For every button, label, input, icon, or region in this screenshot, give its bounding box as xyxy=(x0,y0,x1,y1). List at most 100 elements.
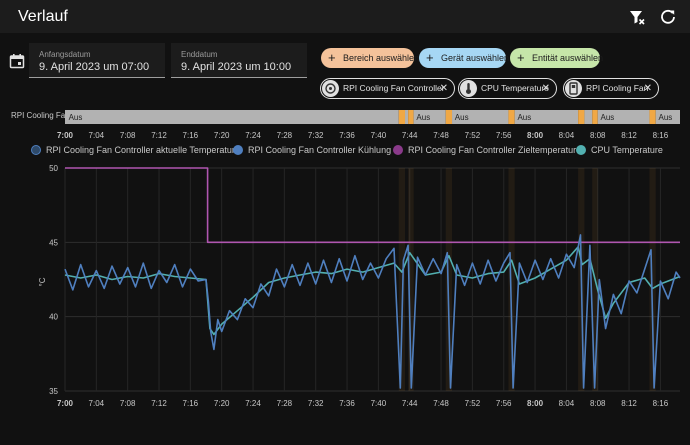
calendar-icon xyxy=(9,54,25,69)
timeline-tick-label: 7:36 xyxy=(339,131,355,140)
legend-label: RPI Cooling Fan Controller aktuelle Temp… xyxy=(46,145,235,155)
x-tick-label: 8:00 xyxy=(527,399,544,408)
timeline-segment xyxy=(445,110,453,124)
legend-item-cooling[interactable]: RPI Cooling Fan Controller Kühlung xyxy=(233,145,391,155)
legend-swatch xyxy=(233,145,243,155)
timeline-state-label: Aus xyxy=(658,113,672,122)
y-tick-label: 50 xyxy=(49,164,58,173)
timeline-tick-label: 7:04 xyxy=(89,131,105,140)
select-entity-label: Entität auswählen xyxy=(532,53,604,63)
timeline-tick-label: 7:32 xyxy=(308,131,324,140)
x-tick-label: 7:44 xyxy=(402,399,418,408)
timeline-tick-label: 8:00 xyxy=(527,131,544,140)
cooling-band xyxy=(398,168,406,391)
close-icon[interactable]: ✕ xyxy=(541,83,550,94)
timeline-tick-label: 7:20 xyxy=(214,131,230,140)
timeline-segment xyxy=(405,110,409,124)
x-tick-label: 7:20 xyxy=(214,399,230,408)
timeline-tick-label: 7:00 xyxy=(57,131,74,140)
chip-label: RPI Cooling Fan xyxy=(586,83,649,93)
timeline-tick-label: 7:56 xyxy=(496,131,512,140)
timeline-tick-label: 8:08 xyxy=(590,131,606,140)
timeline-tick-label: 7:44 xyxy=(402,131,418,140)
legend-item-target-temp[interactable]: RPI Cooling Fan Controller Zieltemperatu… xyxy=(393,145,576,155)
timeline-tick-label: 7:40 xyxy=(371,131,387,140)
cooling-band xyxy=(445,168,453,391)
timeline-tick-label: 8:16 xyxy=(653,131,669,140)
chip-label: CPU Temperature xyxy=(481,83,549,93)
state-timeline: Aus Aus Aus Aus Aus Aus 7:00 7:04 7:08 7:12 7:16 7:… xyxy=(57,110,680,140)
timeline-state-label: Aus xyxy=(416,113,430,122)
plus-icon: + xyxy=(328,50,336,65)
close-icon[interactable]: ✕ xyxy=(643,83,652,94)
x-tick-label: 7:52 xyxy=(465,399,481,408)
series-line xyxy=(65,167,680,244)
cooling-band xyxy=(649,168,656,391)
end-date-field[interactable]: Enddatum 9. April 2023 um 10:00 xyxy=(171,43,307,78)
legend-item-cpu-temp[interactable]: CPU Temperature xyxy=(576,145,663,155)
y-tick-label: 45 xyxy=(49,238,58,247)
timeline-tick-label: 7:28 xyxy=(277,131,293,140)
x-tick-label: 8:16 xyxy=(653,399,669,408)
refresh-icon[interactable] xyxy=(658,7,678,27)
page-title: Verlauf xyxy=(18,8,68,25)
timeline-state-label: Aus xyxy=(517,113,531,122)
timeline-segment xyxy=(408,110,414,124)
x-tick-label: 7:40 xyxy=(371,399,387,408)
timeline-tick-label: 7:48 xyxy=(433,131,449,140)
timeline-segment xyxy=(508,110,515,124)
timeline-segment xyxy=(452,110,509,124)
legend-item-current-temp[interactable]: RPI Cooling Fan Controller aktuelle Temp… xyxy=(31,145,235,155)
timeline-segment xyxy=(649,110,656,124)
plus-icon: + xyxy=(426,50,434,65)
timeline-tick-label: 7:24 xyxy=(245,131,261,140)
device-icon xyxy=(565,80,582,97)
chip-cpu-temperature[interactable]: CPU Temperature ✕ xyxy=(458,78,557,99)
select-area-button[interactable]: + Bereich auswählen xyxy=(321,48,419,68)
cooling-band xyxy=(508,168,515,391)
timeline-segment xyxy=(655,110,680,124)
timeline-segment xyxy=(65,110,399,124)
filter-remove-icon[interactable] xyxy=(627,7,647,27)
timeline-segment xyxy=(398,110,406,124)
x-tick-label: 7:12 xyxy=(151,399,167,408)
x-tick-label: 7:56 xyxy=(496,399,512,408)
timeline-tick-label: 8:04 xyxy=(559,131,575,140)
x-tick-label: 7:48 xyxy=(433,399,449,408)
select-area-label: Bereich auswählen xyxy=(343,53,420,63)
end-date-label: Enddatum xyxy=(181,50,218,59)
timeline-tick-label: 7:52 xyxy=(465,131,481,140)
x-tick-label: 7:04 xyxy=(89,399,105,408)
plus-icon: + xyxy=(517,50,525,65)
close-icon[interactable]: ✕ xyxy=(439,83,448,94)
legend-label: RPI Cooling Fan Controller Kühlung xyxy=(248,145,392,155)
timeline-tick-label: 7:08 xyxy=(120,131,136,140)
chip-cooling-fan[interactable]: RPI Cooling Fan ✕ xyxy=(563,78,659,99)
select-device-button[interactable]: + Gerät auswählen xyxy=(419,48,509,68)
end-date-value: 9. April 2023 um 10:00 xyxy=(181,61,292,73)
timeline-segment xyxy=(514,110,579,124)
x-tick-label: 7:00 xyxy=(57,399,74,408)
x-tick-label: 7:36 xyxy=(339,399,355,408)
x-tick-label: 7:28 xyxy=(277,399,293,408)
fan-icon xyxy=(322,80,339,97)
chip-fan-controller[interactable]: RPI Cooling Fan Controller ✕ xyxy=(320,78,455,99)
x-tick-label: 7:08 xyxy=(120,399,136,408)
y-tick-label: 35 xyxy=(49,387,58,396)
timeline-state-label: Aus xyxy=(601,113,615,122)
series-line xyxy=(64,246,681,336)
legend-label: CPU Temperature xyxy=(591,145,663,155)
start-date-value: 9. April 2023 um 07:00 xyxy=(39,61,150,73)
x-tick-label: 8:08 xyxy=(590,399,606,408)
temperature-chart: 35 40 45 50 7:00 7:04 7:08 7:12 7:16 7:20 7:24 7:28… xyxy=(38,164,681,408)
series-line xyxy=(64,234,681,389)
y-axis-label: °C xyxy=(38,277,47,286)
timeline-tick-label: 8:12 xyxy=(621,131,637,140)
timeline-state-label: Aus xyxy=(455,113,469,122)
timeline-tick-label: 7:12 xyxy=(151,131,167,140)
timeline-segment xyxy=(578,110,585,124)
timeline-segment xyxy=(413,110,446,124)
start-date-field[interactable]: Anfangsdatum 9. April 2023 um 07:00 xyxy=(29,43,165,78)
timeline-segment xyxy=(592,110,598,124)
select-entity-button[interactable]: + Entität auswählen xyxy=(510,48,604,68)
